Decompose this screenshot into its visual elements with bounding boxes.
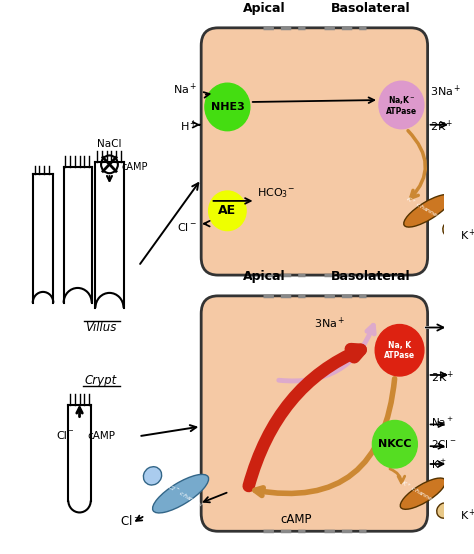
Text: K$^+$ channel: K$^+$ channel <box>404 194 442 221</box>
FancyBboxPatch shape <box>201 28 428 275</box>
Circle shape <box>205 83 250 131</box>
Circle shape <box>375 325 424 376</box>
Text: H$^+$: H$^+$ <box>180 119 198 135</box>
Text: Crypt: Crypt <box>85 374 117 387</box>
FancyBboxPatch shape <box>201 296 428 531</box>
Text: Na, K
ATPase: Na, K ATPase <box>384 341 415 360</box>
Text: cAMP: cAMP <box>122 162 148 172</box>
Text: Cl: Cl <box>56 432 67 442</box>
Circle shape <box>209 191 246 230</box>
FancyArrowPatch shape <box>426 324 442 331</box>
Text: Apical: Apical <box>243 2 286 15</box>
Text: Basolateral: Basolateral <box>331 2 411 15</box>
Ellipse shape <box>437 503 452 518</box>
Text: Cl$^-$: Cl$^-$ <box>120 514 141 529</box>
Text: Villus: Villus <box>85 321 117 334</box>
Text: $^{-}$: $^{-}$ <box>67 428 74 438</box>
Text: K$^+$: K$^+$ <box>460 228 474 243</box>
Text: 3Na$^+$: 3Na$^+$ <box>430 84 462 99</box>
Text: Cl$^-$ channel: Cl$^-$ channel <box>166 482 205 509</box>
Text: Na$^+$: Na$^+$ <box>173 81 198 97</box>
Text: HCO$_3$$^{-}$: HCO$_3$$^{-}$ <box>257 186 295 200</box>
Text: AE: AE <box>219 204 237 217</box>
Text: Basolateral: Basolateral <box>331 270 411 283</box>
Text: 2K$^+$: 2K$^+$ <box>431 370 455 384</box>
Ellipse shape <box>153 474 209 513</box>
Text: Na,K$^-$
ATPase: Na,K$^-$ ATPase <box>386 94 417 116</box>
Text: cAMP: cAMP <box>281 513 312 526</box>
Text: NHE3: NHE3 <box>210 102 244 112</box>
Text: 2K$^+$: 2K$^+$ <box>430 119 454 135</box>
FancyArrowPatch shape <box>255 379 395 495</box>
Text: 2Cl$^-$: 2Cl$^-$ <box>431 438 457 450</box>
Text: K$^+$ channel: K$^+$ channel <box>400 478 437 505</box>
Text: NaCl: NaCl <box>97 140 122 150</box>
Ellipse shape <box>144 466 162 485</box>
Ellipse shape <box>400 478 446 509</box>
Ellipse shape <box>404 194 452 227</box>
Ellipse shape <box>443 220 459 237</box>
Text: Apical: Apical <box>243 270 286 283</box>
FancyArrowPatch shape <box>249 349 361 486</box>
Text: NKCC: NKCC <box>378 439 411 449</box>
Text: Cl$^-$: Cl$^-$ <box>177 220 198 233</box>
FancyArrowPatch shape <box>390 469 405 483</box>
Circle shape <box>373 420 417 468</box>
FancyArrowPatch shape <box>279 325 374 381</box>
Circle shape <box>379 81 424 129</box>
Text: Na$^+$: Na$^+$ <box>431 416 455 429</box>
FancyArrowPatch shape <box>426 325 443 331</box>
Text: K$^+$: K$^+$ <box>460 508 474 523</box>
Text: 3Na$^+$: 3Na$^+$ <box>314 316 346 331</box>
Text: K$^+$: K$^+$ <box>431 458 447 470</box>
Text: cAMP: cAMP <box>87 432 115 442</box>
FancyArrowPatch shape <box>408 131 425 198</box>
